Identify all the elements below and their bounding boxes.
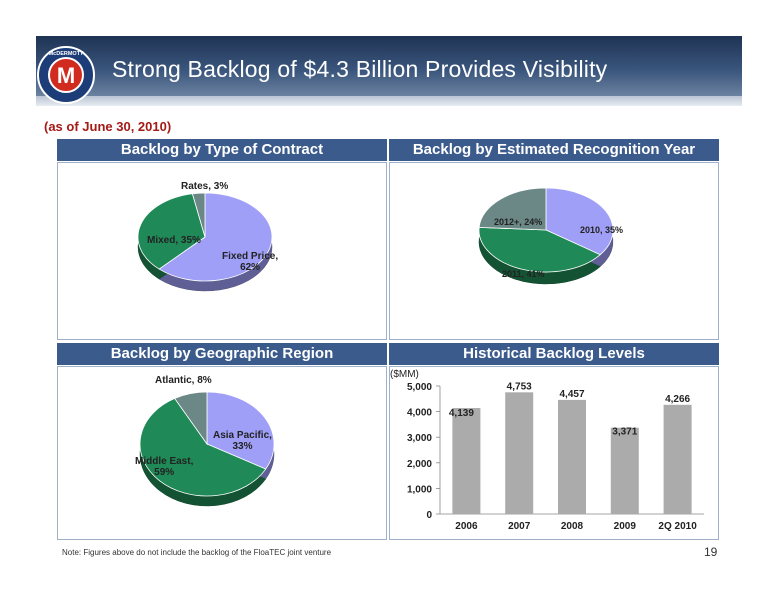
region-label-middle-east: Middle East, 59% [135,456,193,478]
bar-2007 [505,392,534,514]
region-label-me-line1: Middle East, [135,456,194,467]
region-label-asia: Asia Pacific, 33% [213,430,272,452]
region-slice-asia-pacific [206,391,275,470]
page-title: Strong Backlog of $4.3 Billion Provides … [112,56,608,82]
bar-category-label: 2007 [508,521,531,532]
year-slice-2010 [545,187,614,256]
year-slice-2012- [478,187,547,231]
bar-y-tick: 3,000 [407,433,432,444]
bar-y-tick: 4,000 [407,408,432,419]
contract-label-mixed: Mixed, 35% [147,235,201,246]
contract-pie-chart [137,192,273,292]
mcdermott-logo: M McDERMOTT [37,46,95,104]
region-label-atlantic: Atlantic, 8% [155,375,212,386]
bar-value-label: 4,139 [449,408,474,419]
bar-y-tick: 1,000 [407,484,432,495]
year-label-2010: 2010, 35% [580,225,624,235]
year-slice-2011 [478,226,601,273]
bar-value-label: 4,266 [665,394,690,405]
bar-unit-label: ($MM) [390,369,419,380]
contract-label-rates: Rates, 3% [181,181,229,192]
region-label-asia-line2: 33% [232,441,253,452]
bar-y-tick: 0 [426,510,432,521]
footnote: Note: Figures above do not include the b… [62,548,332,557]
region-panel-title: Backlog by Geographic Region [57,343,387,365]
year-label-2012: 2012+, 24% [494,217,543,227]
bar-category-label: 2008 [561,521,584,532]
region-slice-atlantic [174,391,208,446]
bar-y-tick: 5,000 [407,382,432,393]
bar-category-label: 2006 [455,521,478,532]
bar-2q-2010 [663,404,692,514]
bar-2009 [610,427,639,514]
historical-panel-title: Historical Backlog Levels [389,343,719,365]
bar-value-label: 4,753 [507,381,532,392]
logo-text: McDERMOTT [49,51,84,57]
contract-label-fixed-line1: Fixed Price, [222,251,279,262]
as-of-date: (as of June 30, 2010) [44,119,172,134]
title-banner [36,36,742,106]
contract-slice-mixed [137,193,206,270]
bar-category-label: 2Q 2010 [658,521,697,532]
contract-label-fixed: Fixed Price, 62% [222,251,278,273]
bar-value-label: 4,457 [559,389,584,400]
region-slice-middle-east [139,397,267,497]
contract-label-fixed-line2: 62% [240,262,261,273]
recognition-panel-title: Backlog by Estimated Recognition Year [389,139,719,161]
logo-letter: M [57,63,75,88]
contract-slice-rates [191,192,206,238]
region-label-asia-line1: Asia Pacific, [213,430,272,441]
recognition-pie-chart [478,187,614,285]
contract-panel-title: Backlog by Type of Contract [57,139,387,161]
region-pie-chart [139,391,275,507]
page-number: 19 [704,545,718,559]
bar-value-label: 3,371 [612,427,637,438]
bar-2006 [452,408,481,514]
historical-bar-chart: ($MM) 0 1,000 2,000 3,000 4,000 5,000 4,139 2006… [390,369,704,532]
year-label-2011: 2011, 41% [502,269,545,279]
contract-slice-fixed-price [158,192,273,282]
bar-2008 [558,399,586,514]
title-banner-stripe [36,96,742,106]
region-label-me-line2: 59% [154,467,175,478]
bar-y-tick: 2,000 [407,459,432,470]
bar-category-label: 2009 [614,521,637,532]
